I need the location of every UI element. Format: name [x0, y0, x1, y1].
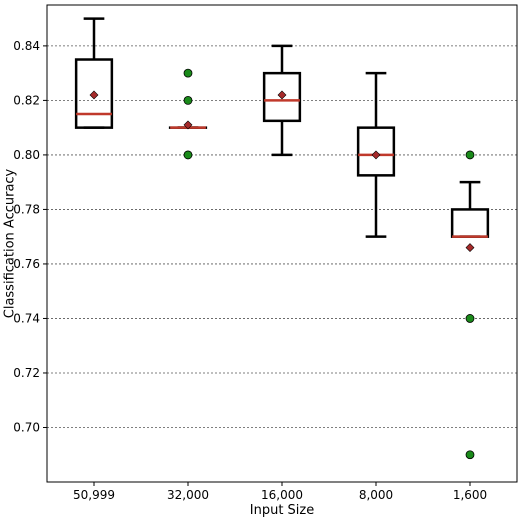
outlier-point: [465, 450, 475, 460]
y-tick-label: 0.72: [13, 366, 40, 380]
outlier-point: [465, 314, 475, 323]
y-axis-ticks: 0.70 0.72 0.74 0.76 0.78 0.80 0.82 0.84: [13, 39, 47, 434]
plot-frame: [46, 4, 518, 483]
box-4: [356, 71, 396, 238]
x-tick-label: 32,000: [167, 488, 209, 502]
mean-marker: [371, 150, 381, 160]
y-tick-label: 0.82: [13, 93, 40, 107]
x-tick-label: 1,600: [453, 488, 487, 502]
x-tick-label: 8,000: [359, 488, 393, 502]
iqr-box: [356, 126, 396, 177]
box-5: [450, 150, 490, 460]
y-axis-label: Classification Accuracy: [3, 168, 18, 318]
iqr-box: [450, 208, 490, 238]
iqr-box: [262, 71, 302, 123]
x-tick-label: 50,999: [73, 488, 115, 502]
x-tick-label: 16,000: [261, 488, 303, 502]
outlier-point: [183, 96, 193, 105]
y-tick-label: 0.80: [13, 148, 40, 162]
x-axis-ticks: 50,999 32,000 16,000 8,000 1,600: [73, 482, 487, 502]
box-3: [262, 44, 302, 157]
grid-lines: [47, 45, 517, 428]
y-tick-label: 0.84: [13, 39, 40, 53]
mean-marker: [277, 90, 287, 100]
box-1: [74, 17, 114, 129]
box-2: [168, 68, 208, 160]
outlier-point: [465, 150, 475, 160]
mean-marker: [465, 243, 475, 253]
outlier-point: [183, 150, 193, 160]
y-tick-label: 0.78: [13, 202, 40, 216]
mean-marker: [89, 90, 99, 100]
mean-marker: [183, 120, 193, 130]
outlier-point: [183, 68, 193, 78]
x-axis-label: Input Size: [250, 503, 314, 518]
box-group: [74, 17, 490, 460]
y-tick-label: 0.76: [13, 257, 40, 271]
iqr-box: [74, 58, 114, 129]
y-tick-label: 0.70: [13, 420, 40, 434]
y-tick-label: 0.74: [13, 311, 40, 325]
